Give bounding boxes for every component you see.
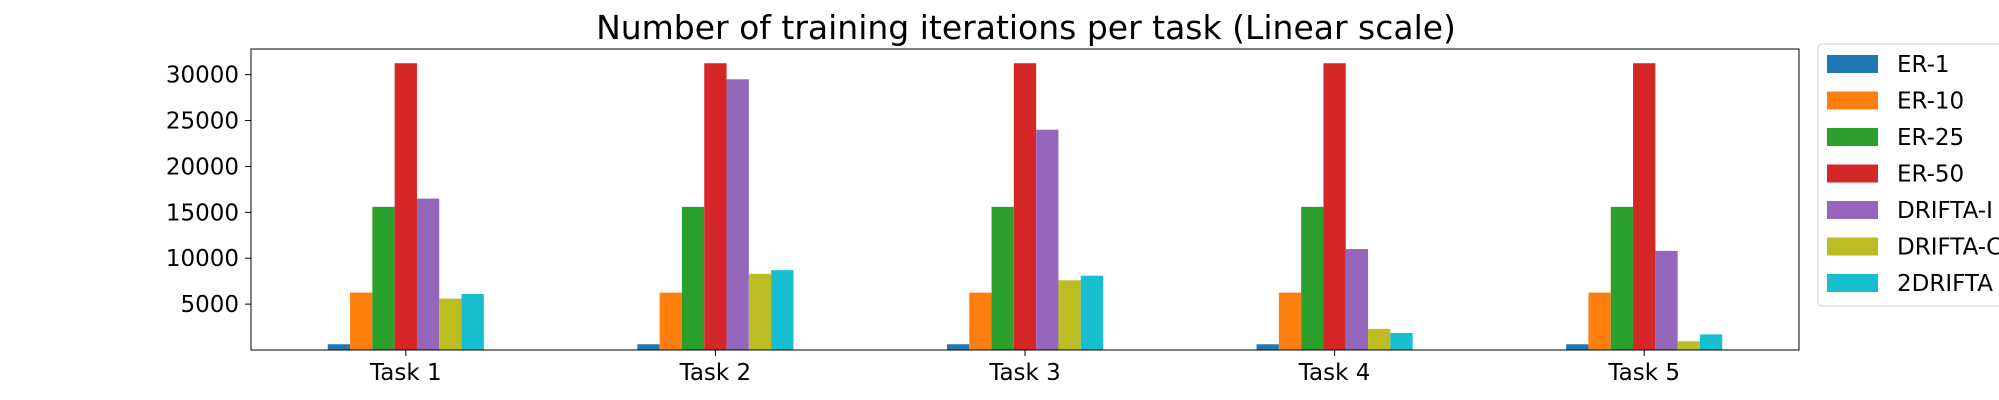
legend-swatch-drifta-c [1827,237,1878,256]
x-tick-label: Task 2 [679,360,752,386]
bar-er-25-task-4 [1301,206,1324,350]
bar-drifta-c-task-3 [1058,280,1081,350]
legend-label-er-1: ER-1 [1897,52,1950,78]
legend-swatch-drifta-i [1827,201,1878,219]
legend-swatch-er-50 [1827,164,1878,183]
bar-er-50-task-1 [394,63,417,350]
bar-er-10-task-4 [1278,292,1302,350]
bar-drifta-i-task-3 [1036,129,1059,350]
y-tick-label: 20000 [166,154,239,180]
x-axis: Task 1 Task 2 Task 3 Task 4 Task 5 [369,350,1680,386]
bar-drifta-c-task-1 [439,298,462,350]
y-tick-label: 15000 [166,200,239,226]
bar-drifta-c-task-2 [748,273,772,350]
bar-2drifta-task-5 [1699,334,1723,350]
bar-er-25-task-1 [372,206,395,350]
legend-swatch-er-25 [1827,128,1878,146]
legend-swatch-2drifta [1827,274,1878,292]
bar-er-1-task-3 [946,344,970,350]
bar-er-10-task-5 [1588,292,1611,350]
bar-er-1-task-5 [1566,344,1589,350]
bar-2drifta-task-1 [461,294,484,350]
x-tick-label: Task 4 [1298,360,1371,386]
bar-drifta-c-task-4 [1368,328,1391,350]
legend: ER-1 ER-10 ER-25 ER-50 DRIFTA-I DRIFTA-C 2DRIF… [1817,43,1999,307]
bar-drifta-i-task-4 [1345,249,1369,350]
bar-drifta-c-task-5 [1677,341,1700,350]
y-tick-label: 30000 [166,63,239,89]
bar-er-10-task-2 [659,292,682,350]
y-axis: 5000 10000 15000 20000 25000 30000 [166,63,251,318]
legend-label-er-50: ER-50 [1897,162,1964,188]
legend-swatch-er-10 [1827,91,1878,110]
x-tick-label: Task 3 [988,360,1061,386]
bar-drifta-i-task-1 [416,198,440,350]
y-tick-label: 10000 [166,246,239,272]
x-tick-label: Task 1 [369,360,442,386]
legend-label-2drifta: 2DRIFTA [1897,271,1993,297]
x-tick-label: Task 5 [1607,360,1680,386]
bar-er-50-task-4 [1323,63,1346,350]
legend-swatch-er-1 [1827,55,1878,73]
bar-drifta-i-task-2 [726,79,749,350]
y-tick-label: 5000 [180,292,239,318]
bar-er-50-task-2 [704,63,727,350]
bars-group [327,63,1723,350]
bar-er-50-task-3 [1013,63,1037,350]
bar-er-1-task-1 [327,344,351,350]
bar-er-10-task-3 [969,292,992,350]
legend-label-drifta-i: DRIFTA-I [1897,198,1993,224]
plot-frame [250,48,1800,351]
bar-er-1-task-4 [1256,344,1279,350]
bar-2drifta-task-3 [1080,275,1104,350]
bar-er-25-task-2 [681,206,705,350]
bar-2drifta-task-2 [771,270,794,350]
legend-label-er-25: ER-25 [1897,125,1964,151]
bar-er-1-task-2 [637,344,660,350]
legend-label-drifta-c: DRIFTA-C [1897,235,1999,261]
bar-drifta-i-task-5 [1655,250,1678,350]
bar-er-25-task-5 [1610,206,1634,350]
y-tick-label: 25000 [166,109,239,135]
bar-2drifta-task-4 [1390,333,1413,350]
bar-er-10-task-1 [350,292,373,350]
bar-er-25-task-3 [991,206,1014,350]
legend-label-er-10: ER-10 [1897,89,1964,115]
bar-er-50-task-5 [1633,63,1656,350]
chart-title: Number of training iterations per task (… [596,8,1456,47]
